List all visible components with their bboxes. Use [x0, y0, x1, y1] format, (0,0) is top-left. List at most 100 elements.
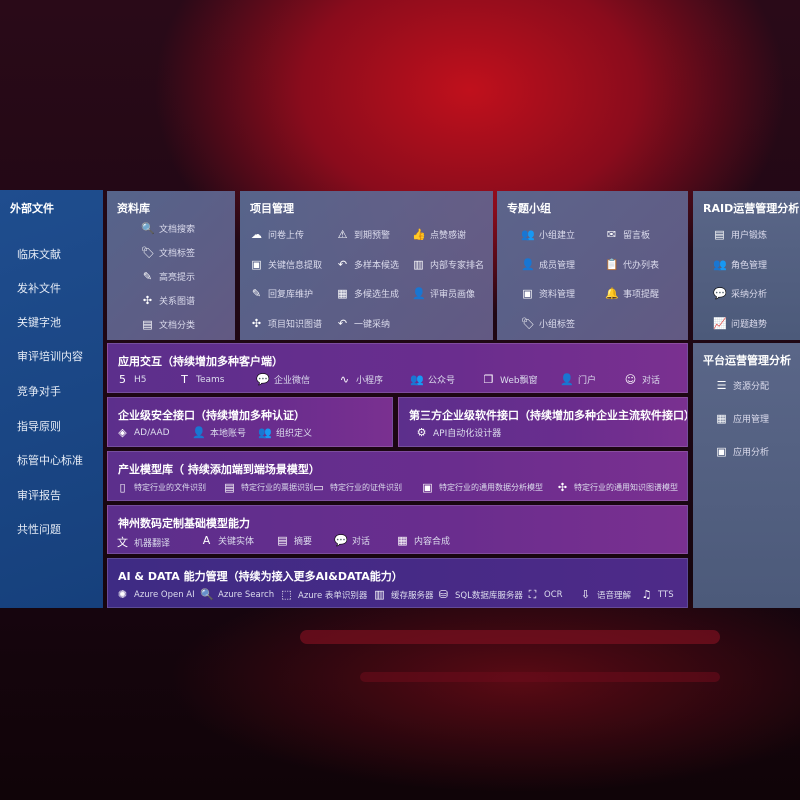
industry-item[interactable]: ▭ 特定行业的证件识别 — [312, 481, 402, 494]
project-item[interactable]: ✎ 回复库维护 — [250, 287, 313, 300]
raid-panel: RAID运营管理分析 ▤ 用户锻炼 👥 角色管理 💬 采纳分析 📈 问题趋势 — [693, 191, 800, 340]
app-item[interactable]: ∿ 小程序 — [338, 373, 383, 386]
item-label: 点赞感谢 — [430, 231, 467, 241]
panel-title: 第三方企业级软件接口（持续增加多种企业主流软件接口） — [409, 409, 688, 422]
group-item[interactable]: 🔔 事项提醒 — [605, 287, 659, 300]
project-item[interactable]: ⚠ 到期预警 — [336, 228, 390, 241]
aidata-item[interactable]: 🔍 Azure Search — [200, 588, 274, 601]
thumbs-up-icon: 👍 — [412, 228, 426, 241]
base-item[interactable]: 文机器翻译 — [116, 534, 170, 550]
ad-icon: ◈ — [118, 426, 127, 439]
library-item[interactable]: ✣ 关系图谱 — [141, 294, 195, 307]
item-label: 文档标签 — [159, 249, 196, 259]
ai-data-panel: AI & DATA 能力管理（持续为接入更多AI&DATA能力） ✺ Azure … — [107, 558, 688, 608]
tts-icon: ♫ — [641, 588, 652, 601]
platform-item[interactable]: ▣ 应用分析 — [715, 445, 769, 458]
aidata-item[interactable]: ⛁ SQL数据库服务器 — [437, 588, 523, 601]
entity-icon: A — [202, 534, 211, 547]
document-search-icon: 🔍 — [141, 222, 155, 235]
project-item[interactable]: ▣ 关键信息提取 — [250, 258, 322, 271]
project-item[interactable]: ↶ 多样本候选 — [336, 258, 399, 271]
item-label: 小组建立 — [539, 231, 576, 241]
project-item[interactable]: ▥ 内部专家排名 — [412, 258, 484, 271]
thirdparty-item[interactable]: ⚙ API自动化设计器 — [415, 426, 502, 439]
base-item[interactable]: ▤ 摘要 — [276, 534, 312, 547]
library-item[interactable]: ▤ 文档分类 — [141, 318, 195, 331]
project-item[interactable]: 👤 评审员画像 — [412, 287, 475, 300]
group-item[interactable]: 👥 小组建立 — [521, 228, 575, 241]
group-item[interactable]: ✉ 留言板 — [605, 228, 650, 241]
raid-item[interactable]: 📈 问题趋势 — [713, 317, 767, 330]
sidebar-item[interactable]: 指导原则 — [17, 420, 61, 433]
graph-icon: ✣ — [557, 481, 568, 494]
app-item[interactable]: T Teams — [178, 373, 224, 386]
item-label: 用户锻炼 — [731, 231, 768, 241]
base-item[interactable]: 💬 对话 — [334, 534, 370, 547]
app-item[interactable]: 👥 公众号 — [410, 373, 455, 386]
sidebar-item[interactable]: 关键字池 — [17, 316, 61, 329]
platform-item[interactable]: ☰ 资源分配 — [715, 379, 769, 392]
raid-item[interactable]: 💬 采纳分析 — [713, 287, 767, 300]
library-item[interactable]: 🏷 文档标签 — [141, 246, 195, 259]
platform-item[interactable]: ▦ 应用管理 — [715, 412, 769, 425]
aidata-item[interactable]: ▥ 缓存服务器 — [373, 588, 433, 601]
item-label: 项目知识图谱 — [268, 319, 323, 330]
app-item[interactable]: 💬 企业微信 — [256, 373, 310, 386]
aidata-item[interactable]: ⛶ OCR — [526, 588, 563, 602]
official-account-icon: 👥 — [410, 373, 424, 386]
sidebar-item[interactable]: 审评培训内容 — [17, 350, 83, 363]
security-item[interactable]: 👤 本地账号 — [192, 426, 246, 439]
app-item[interactable]: 👤 门户 — [560, 373, 596, 386]
app-item[interactable]: ☺ 对话 — [624, 373, 660, 386]
summary-icon: ▤ — [277, 534, 288, 547]
analysis-icon: ▣ — [716, 445, 727, 458]
pen-icon: ✎ — [142, 270, 153, 283]
speech-icon: ⇩ — [580, 588, 591, 601]
industry-item[interactable]: ▣ 特定行业的通用数据分析模型 — [421, 481, 543, 494]
app-item[interactable]: ❐ Web飘窗 — [482, 373, 538, 386]
group-item[interactable]: ▣ 资料管理 — [521, 287, 575, 300]
aidata-item[interactable]: ♫ TTS — [640, 588, 674, 601]
sidebar-item[interactable]: 共性问题 — [17, 523, 61, 536]
group-item[interactable]: 📋 代办列表 — [605, 258, 659, 271]
sidebar-item[interactable]: 发补文件 — [17, 282, 61, 295]
item-label: 评审员画像 — [430, 290, 476, 300]
aidata-item[interactable]: ✺ Azure Open AI — [116, 588, 195, 601]
aidata-item[interactable]: ⇩ 语音理解 — [579, 588, 631, 601]
security-item[interactable]: ◈ AD/AAD — [116, 426, 169, 439]
project-item[interactable]: ✣ 项目知识图谱 — [250, 317, 322, 330]
industry-item[interactable]: ▯ 特定行业的文件识别 — [116, 481, 206, 494]
raid-item[interactable]: 👥 角色管理 — [713, 258, 767, 271]
reply-icon: ↶ — [337, 257, 348, 271]
base-item[interactable]: A 关键实体 — [200, 534, 254, 547]
panel-title: 企业级安全接口（持续增加多种认证） — [118, 409, 305, 422]
item-label: 关键实体 — [218, 537, 255, 547]
industry-item[interactable]: ▤ 特定行业的票据识别 — [223, 481, 313, 494]
item-label: 文档分类 — [159, 321, 196, 331]
sidebar-item[interactable]: 标管中心标准 — [17, 454, 83, 467]
aidata-item[interactable]: ⬚ Azure 表单识别器 — [280, 588, 367, 601]
sidebar-item[interactable]: 审评报告 — [17, 489, 61, 502]
panel-title: 专题小组 — [507, 202, 551, 215]
project-item[interactable]: ▦ 多候选生成 — [336, 287, 399, 300]
sidebar-item[interactable]: 竞争对手 — [17, 385, 61, 398]
project-item[interactable]: 👍 点赞感谢 — [412, 228, 466, 241]
translate-icon: 文 — [117, 536, 128, 549]
item-label: 资源分配 — [733, 382, 770, 392]
security-item[interactable]: 👥 组织定义 — [258, 426, 312, 439]
raid-item[interactable]: ▤ 用户锻炼 — [713, 228, 767, 241]
library-item[interactable]: 🔍 文档搜索 — [141, 222, 195, 235]
item-label: Azure Open AI — [134, 589, 195, 600]
group-item[interactable]: 👤 成员管理 — [521, 258, 575, 271]
group-item[interactable]: 🏷 小组标签 — [521, 317, 575, 330]
project-item[interactable]: ☁ 问卷上传 — [250, 228, 304, 241]
app-item[interactable]: 5 H5 — [116, 373, 147, 386]
library-item[interactable]: ✎ 高亮提示 — [141, 270, 195, 283]
sidebar-item[interactable]: 临床文献 — [17, 248, 61, 261]
base-item[interactable]: ▦ 内容合成 — [396, 534, 450, 547]
industry-item[interactable]: ✣ 特定行业的通用知识图谱模型 — [556, 481, 678, 494]
item-label: 内部专家排名 — [430, 260, 485, 271]
app-interaction-panel: 应用交互（持续增加多种客户端） 5 H5 T Teams 💬 企业微信 ∿ 小程序 👥 公众号 ❐ W… — [107, 343, 688, 393]
puzzle-icon: ▦ — [397, 534, 408, 547]
project-item[interactable]: ↶ 一键采纳 — [336, 317, 390, 330]
